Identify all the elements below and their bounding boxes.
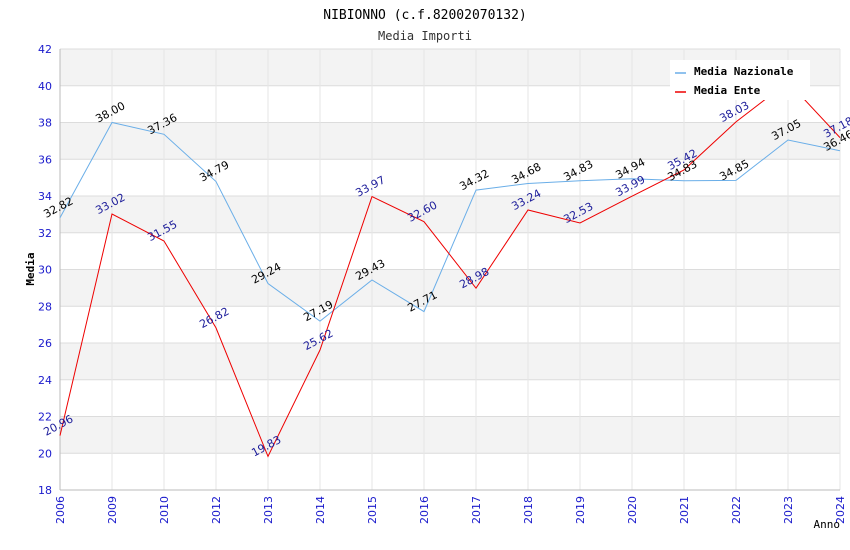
- x-tick-label: 2012: [210, 496, 223, 524]
- y-tick-label: 18: [38, 484, 52, 497]
- grid-band: [60, 343, 840, 380]
- data-label: 38.00: [93, 99, 127, 125]
- axes: [59, 49, 840, 491]
- x-tick-label: 2022: [730, 496, 743, 524]
- y-tick-label: 34: [38, 190, 52, 203]
- x-axis-label: Anno: [814, 518, 841, 531]
- legend-box: [670, 60, 810, 100]
- x-tick-label: 2006: [54, 496, 67, 524]
- y-axis-label: Media: [24, 252, 37, 285]
- grid-band: [60, 196, 840, 233]
- x-tick-label: 2020: [626, 496, 639, 524]
- grid-band: [60, 122, 840, 160]
- y-tick-label: 36: [38, 153, 52, 166]
- x-tick-label: 2018: [522, 496, 535, 524]
- y-tick-label: 22: [38, 411, 52, 424]
- data-label: 26.82: [197, 305, 231, 331]
- y-tick-label: 32: [38, 227, 52, 240]
- y-tick-label: 24: [38, 374, 52, 387]
- data-label: 38.03: [717, 99, 751, 125]
- x-tick-label: 2019: [574, 496, 587, 524]
- x-tick-label: 2009: [106, 496, 119, 524]
- series-lines: [59, 81, 841, 458]
- y-tick-label: 30: [38, 264, 52, 277]
- x-tick-label: 2017: [470, 496, 483, 524]
- chart-title: NIBIONNO (c.f.82002070132): [323, 8, 527, 23]
- legend: Media Nazionale Media Ente: [670, 60, 810, 100]
- x-tick-label: 2023: [782, 496, 795, 524]
- y-tick-label: 40: [38, 80, 52, 93]
- y-tick-label: 42: [38, 43, 52, 56]
- grid-band: [60, 416, 840, 454]
- series-line-media-nazionale: [59, 121, 841, 322]
- x-tick-label: 2010: [158, 496, 171, 524]
- y-tick-label: 28: [38, 300, 52, 313]
- series-line-media-ente: [59, 81, 841, 458]
- y-tick-label: 20: [38, 447, 52, 460]
- x-tick-label: 2015: [366, 496, 379, 524]
- x-tick-label: 2014: [314, 496, 327, 524]
- x-tick-label: 2024: [834, 496, 847, 524]
- data-label: 34.85: [717, 157, 751, 183]
- legend-label-media-nazionale: Media Nazionale: [694, 65, 794, 78]
- grid-lines: [59, 48, 841, 491]
- legend-label-media-ente: Media Ente: [694, 84, 761, 97]
- y-tick-label: 38: [38, 117, 52, 130]
- y-tick-label: 26: [38, 337, 52, 350]
- x-tick-label: 2016: [418, 496, 431, 524]
- grid-band: [60, 269, 840, 307]
- x-tick-label: 2013: [262, 496, 275, 524]
- x-tick-label: 2021: [678, 496, 691, 524]
- chart-subtitle: Media Importi: [378, 29, 472, 43]
